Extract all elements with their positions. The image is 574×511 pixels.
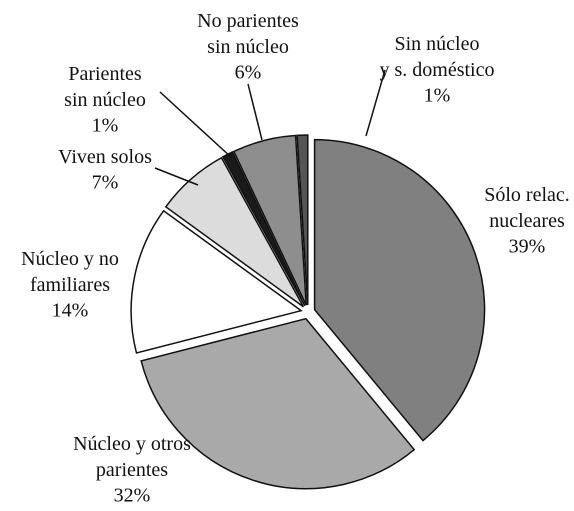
slice-label-line: sin núcleo — [207, 36, 289, 58]
slice-value-label: 6% — [235, 62, 262, 84]
slice-label-line: Núcleo y otros — [73, 433, 191, 455]
slice-label-line: Sólo relac. — [484, 184, 570, 206]
slice-label-line: Parientes — [68, 63, 142, 85]
slice-value-label: 32% — [114, 485, 151, 507]
slice-label-line: Núcleo y no — [21, 248, 119, 270]
slice-label-line: parientes — [96, 459, 168, 481]
leader-line — [365, 69, 386, 137]
slice-label-line: Sin núcleo — [395, 33, 480, 55]
leader-line — [159, 91, 233, 159]
leader-line — [247, 83, 263, 141]
slice-label: Viven solos — [58, 146, 152, 168]
pie-slice — [140, 317, 416, 490]
slice-label-line: sin núcleo — [64, 89, 146, 111]
slice-value-label: 14% — [52, 300, 89, 322]
slice-label-line: Viven solos — [58, 146, 152, 168]
slice-label: Núcleo y no familiares — [21, 248, 119, 296]
slice-label: Núcleo y otros parientes — [73, 433, 191, 481]
slice-value-label: 1% — [424, 85, 451, 107]
leader-line — [154, 167, 199, 186]
slice-label: Sin núcleo y s. doméstico — [380, 33, 495, 81]
pie-slice — [232, 134, 308, 306]
pie-slice — [164, 156, 305, 308]
pie-slice — [130, 209, 303, 354]
slice-label: No parientes sin núcleo — [197, 10, 299, 58]
slice-label: Parientes sin núcleo — [64, 63, 146, 111]
slice-value-label: 39% — [509, 236, 546, 258]
slice-label-line: y s. doméstico — [380, 59, 495, 81]
slice-value-label: 7% — [92, 172, 119, 194]
slice-label-line: nucleares — [489, 210, 565, 232]
slice-label-line: No parientes — [197, 10, 299, 32]
slice-value-label: 1% — [92, 115, 119, 137]
slice-label: Sólo relac. nucleares — [484, 184, 570, 232]
pie-slice — [296, 134, 309, 306]
pie-slice — [313, 138, 486, 442]
slice-label-line: familiares — [30, 274, 110, 296]
